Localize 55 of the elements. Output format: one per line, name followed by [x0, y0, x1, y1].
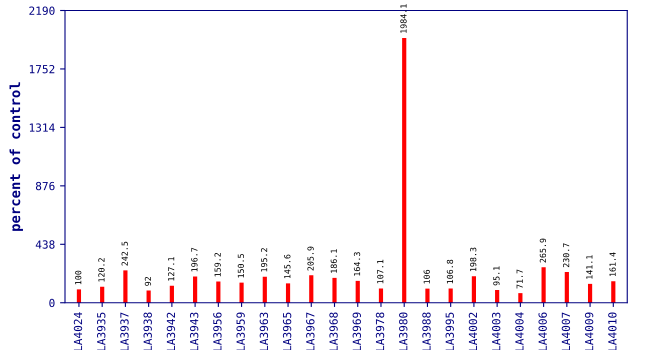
bar — [216, 282, 220, 303]
data-label: 106 — [424, 270, 430, 284]
data-label: 145.6 — [284, 254, 290, 278]
bar — [76, 289, 82, 303]
data-label: 159.2 — [214, 252, 221, 276]
bar — [472, 276, 476, 303]
data-label: 242.5 — [122, 242, 128, 266]
y-tick-label: 876 — [36, 182, 55, 190]
bar — [262, 276, 267, 303]
data-label: 120.2 — [98, 258, 105, 282]
data-label: 198.3 — [470, 248, 476, 272]
bar — [356, 280, 360, 303]
bar — [309, 275, 314, 303]
bar — [193, 276, 198, 303]
data-label: 95.1 — [493, 266, 500, 286]
bar — [518, 293, 522, 303]
bar — [495, 290, 500, 303]
y-tick-label: 1752 — [30, 64, 54, 74]
bar — [402, 38, 406, 303]
data-label: 141.1 — [586, 255, 592, 279]
data-label: 205.9 — [307, 246, 314, 270]
bar — [100, 286, 104, 303]
bar — [378, 288, 384, 303]
bar — [564, 272, 569, 303]
y-tick-label: 438 — [36, 240, 55, 249]
data-label: 161.4 — [609, 252, 616, 276]
bar — [332, 278, 337, 303]
data-label: 106.8 — [446, 260, 454, 284]
data-label: 230.7 — [562, 243, 570, 268]
bar — [542, 267, 546, 303]
data-label: 71.7 — [516, 270, 523, 288]
y-tick-label: 1314 — [30, 123, 55, 132]
bar — [286, 283, 290, 303]
y-tick-label: 0 — [49, 298, 55, 308]
bar — [123, 270, 128, 303]
bar — [611, 281, 616, 303]
data-label: 196.7 — [191, 248, 198, 272]
y-axis-title: percent of control — [10, 82, 23, 231]
bar — [170, 286, 174, 303]
bar — [425, 288, 430, 303]
data-label: 127.1 — [168, 257, 174, 281]
bar — [239, 282, 244, 303]
data-label: 186.1 — [330, 249, 337, 273]
bar — [588, 284, 592, 303]
data-label: 92 — [144, 276, 152, 286]
bar — [448, 288, 453, 303]
y-tick-label: 2190 — [29, 6, 55, 15]
data-label: 195.2 — [260, 248, 268, 272]
data-label: 1984.1 — [400, 4, 407, 33]
bar — [146, 290, 151, 303]
data-label: 107.1 — [377, 260, 384, 284]
data-label: 265.9 — [540, 238, 546, 262]
data-label: 164.3 — [354, 252, 360, 276]
data-label: 150.5 — [238, 254, 244, 278]
data-label: 100 — [75, 270, 82, 284]
